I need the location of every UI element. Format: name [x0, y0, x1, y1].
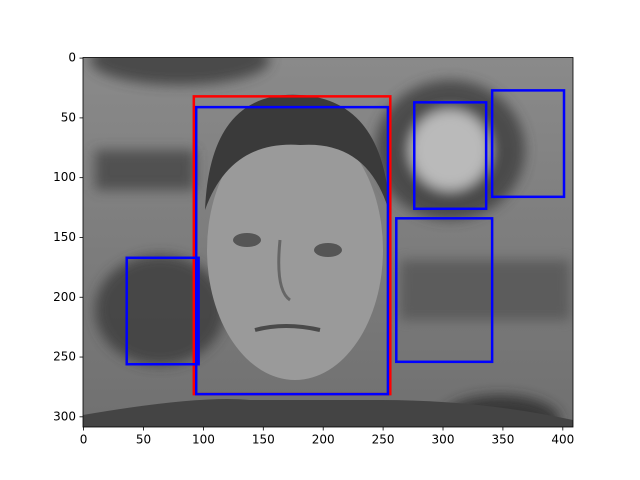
- bounding-box: [194, 105, 390, 396]
- y-tick-label: 200: [53, 290, 76, 304]
- y-tick-label: 0: [68, 51, 76, 65]
- y-tick-label: 150: [53, 230, 76, 244]
- bounding-box: [395, 217, 494, 364]
- x-tick-label: 350: [491, 433, 514, 447]
- x-tick-label: 100: [192, 433, 215, 447]
- x-tick-label: 250: [372, 433, 395, 447]
- x-tick-label: 50: [136, 433, 151, 447]
- bounding-box: [125, 256, 200, 366]
- x-tick-label: 150: [252, 433, 275, 447]
- axes-frame: [82, 57, 574, 428]
- plot-layer: 0 50 100 150 200 250 300 350 400 0 50 100 150 200 250 3…: [53, 51, 574, 447]
- x-tick-label: 0: [80, 433, 88, 447]
- x-tick-label: 200: [312, 433, 335, 447]
- bounding-box: [413, 101, 488, 211]
- y-tick-label: 300: [53, 409, 76, 423]
- bounding-box: [490, 89, 566, 199]
- y-tick-label: 100: [53, 170, 76, 184]
- x-tick-label: 400: [551, 433, 574, 447]
- y-tick-label: 50: [61, 110, 76, 124]
- x-tick-label: 300: [432, 433, 455, 447]
- y-tick-label: 250: [53, 350, 76, 364]
